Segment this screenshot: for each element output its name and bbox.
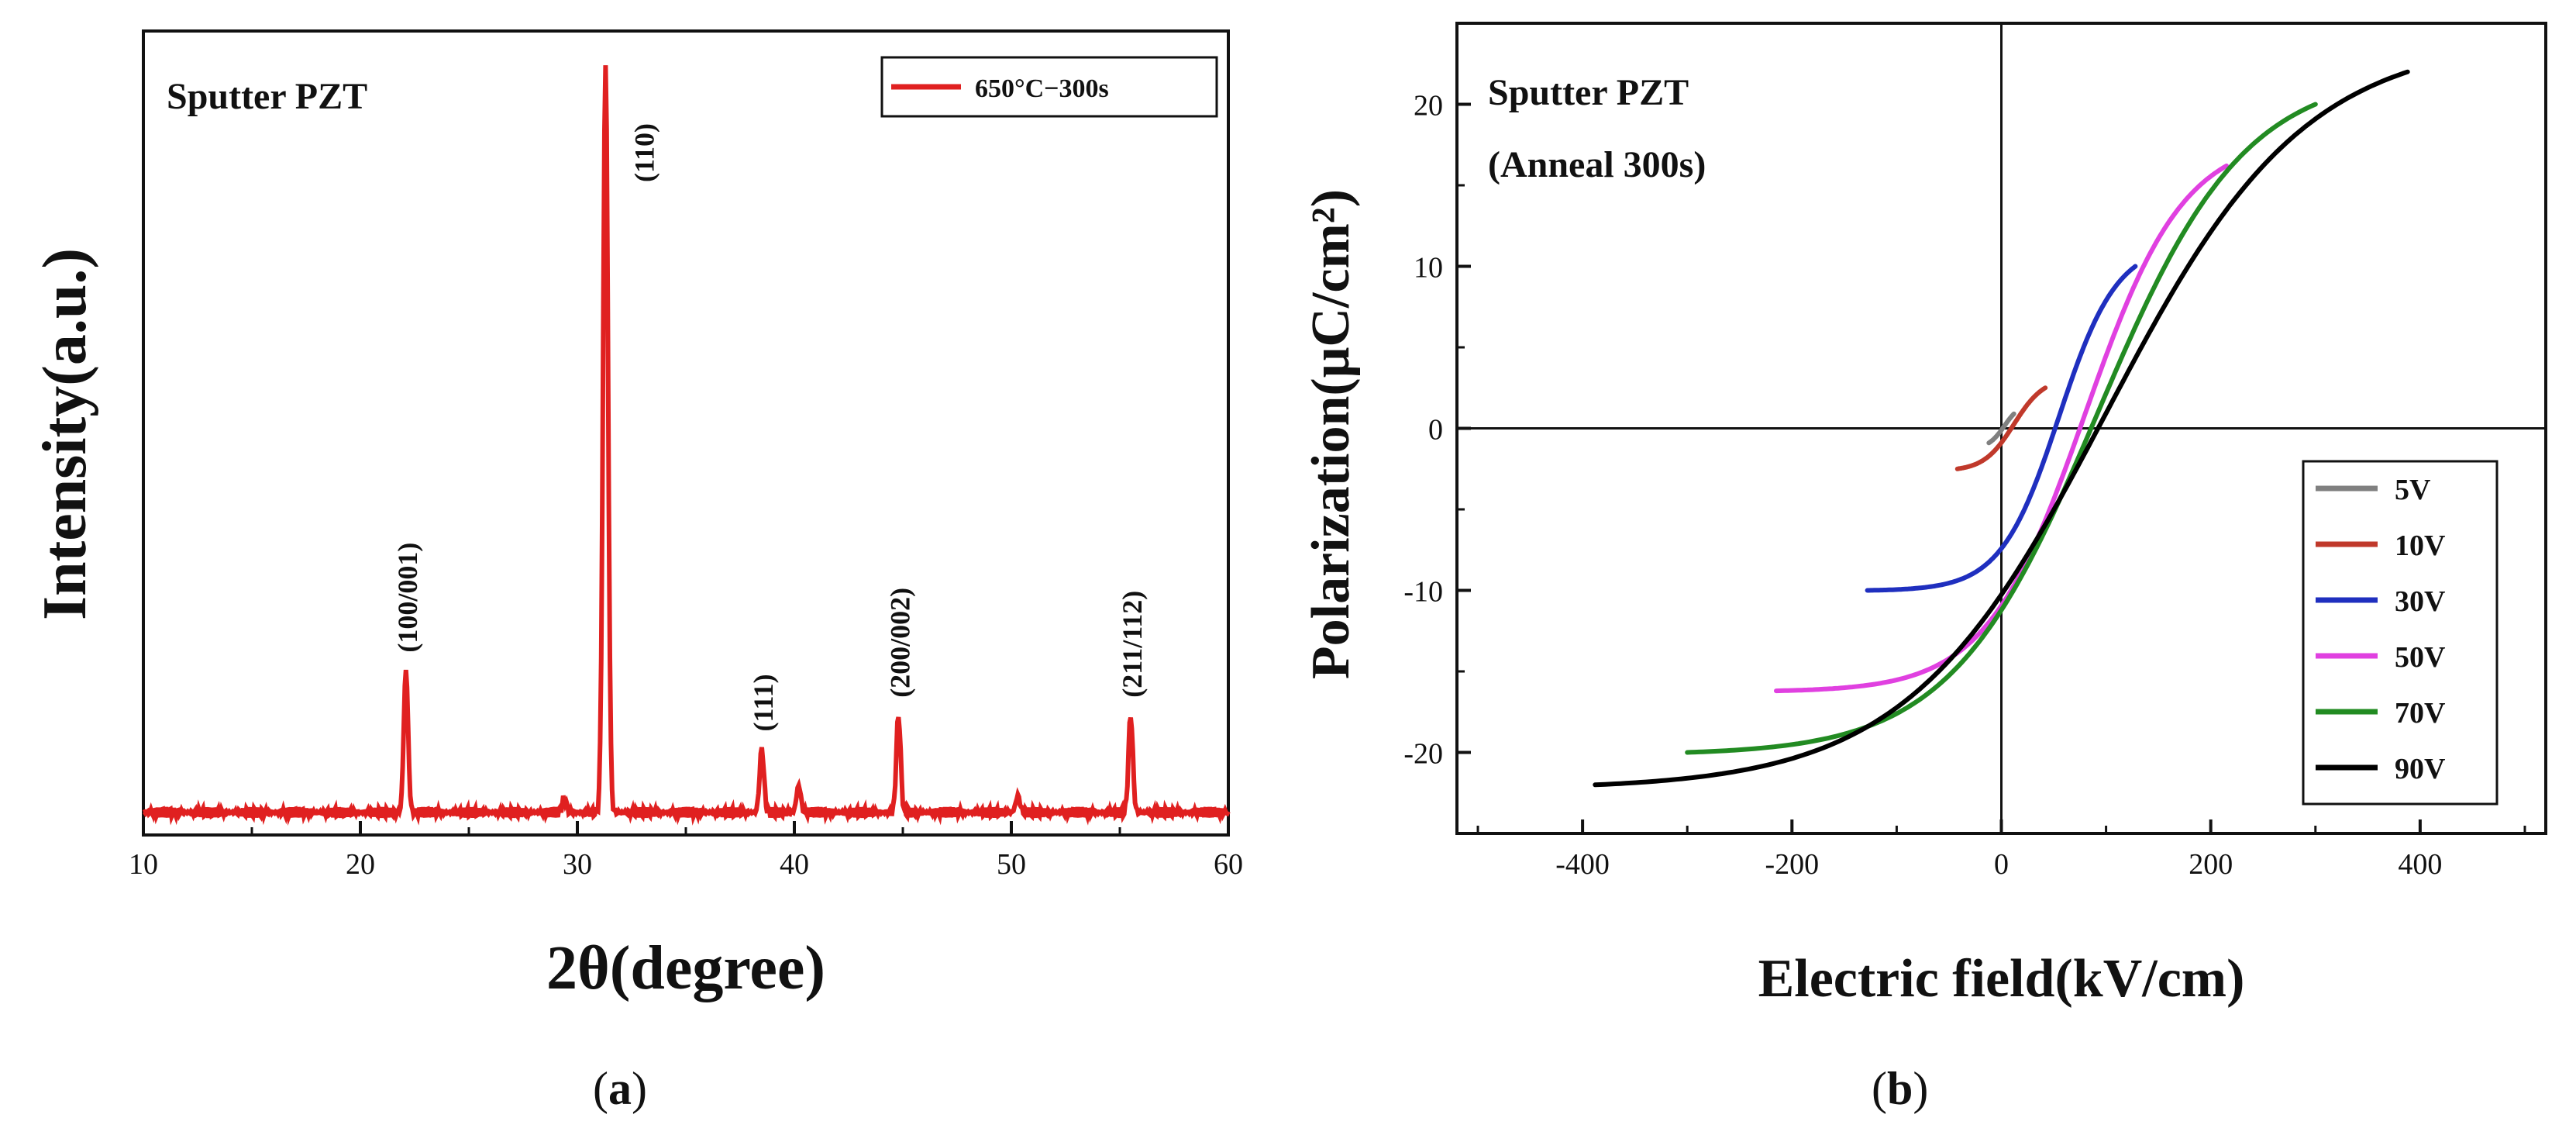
legend-label-70V: 70V: [2395, 697, 2446, 730]
y-tick-label-b: 0: [1428, 414, 1443, 447]
annotation-b-line1: Sputter PZT: [1488, 72, 1689, 113]
peak-label: (211/112): [1117, 591, 1148, 698]
x-tick-label-a: 60: [1214, 848, 1243, 881]
y-axis-title-a: Intensity(a.u.): [31, 248, 99, 620]
legend-label-90V: 90V: [2395, 753, 2446, 785]
legend-label-a: 650°C−300s: [975, 74, 1109, 103]
x-axis-title-a: 2θ(degree): [546, 934, 825, 1002]
loop-70V: [1685, 102, 2318, 755]
x-tick-label-a: 40: [780, 848, 809, 881]
panel-label-a: (a): [593, 1063, 647, 1114]
peak-label: (100/001): [392, 543, 423, 653]
peak-label: (111): [748, 674, 779, 731]
x-tick-label-a: 20: [346, 848, 375, 881]
legend-box-b: [2302, 460, 2499, 806]
loop-5V: [1986, 411, 2016, 446]
y-tick-label-b: 20: [1414, 90, 1443, 122]
x-tick-label-b: 200: [2189, 848, 2233, 881]
x-tick-label-b: -400: [1555, 848, 1610, 881]
annotation-b-line2: (Anneal 300s): [1488, 144, 1706, 185]
peak-label: (200/002): [884, 588, 915, 698]
x-tick-label-a: 10: [129, 848, 158, 881]
x-tick-label-a: 30: [563, 848, 592, 881]
x-axis-title-b: Electric field(kV/cm): [1758, 949, 2245, 1009]
y-tick-label-b: -10: [1403, 576, 1443, 609]
annotation-a: Sputter PZT: [167, 76, 367, 117]
loop-50V: [1774, 163, 2229, 694]
y-tick-label-b: -20: [1403, 738, 1443, 771]
y-tick-label-b: 10: [1414, 252, 1443, 285]
x-tick-label-b: 400: [2398, 848, 2442, 881]
legend-label-50V: 50V: [2395, 641, 2446, 674]
y-axis-title-b: Polarization(μC/cm²): [1301, 189, 1361, 679]
x-tick-label-b: 0: [1994, 848, 2009, 881]
legend-label-30V: 30V: [2395, 585, 2446, 618]
xrd-series-line: [142, 65, 1231, 826]
panel-label-b: (b): [1872, 1063, 1929, 1114]
legend-label-5V: 5V: [2395, 474, 2431, 506]
x-tick-label-b: -200: [1765, 848, 1819, 881]
loop-10V: [1954, 385, 2048, 471]
loop-30V: [1865, 264, 2138, 593]
x-tick-label-a: 50: [997, 848, 1026, 881]
plot-frame-a: [142, 29, 1230, 837]
legend-label-10V: 10V: [2395, 530, 2446, 562]
loop-90V: [1593, 69, 2410, 788]
peak-label: (110): [629, 123, 659, 182]
